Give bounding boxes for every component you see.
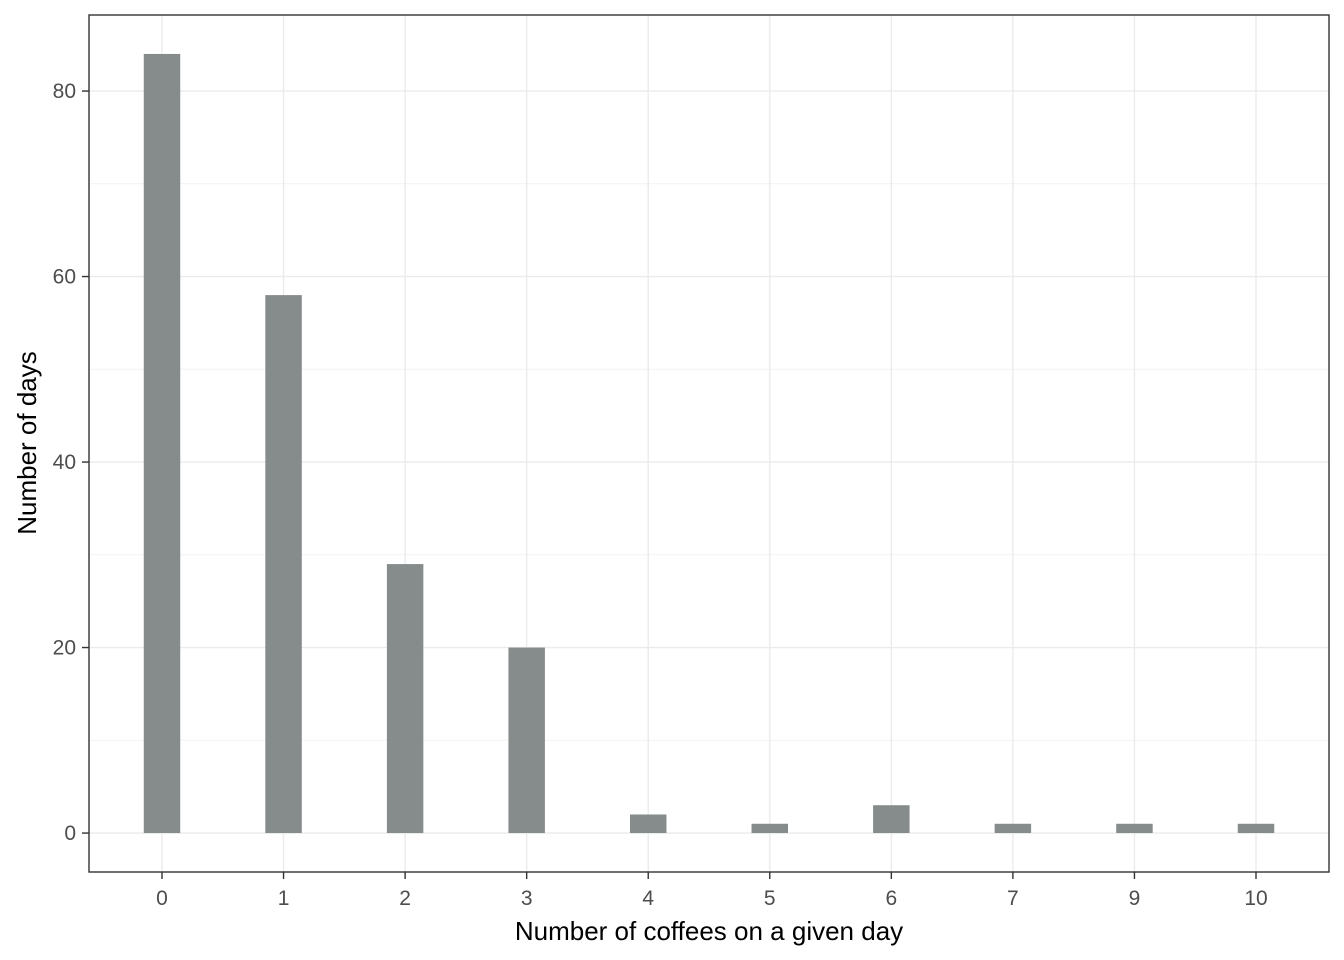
bar (143, 53, 181, 834)
x-tick-label: 7 (1007, 887, 1019, 910)
bar (1237, 823, 1275, 834)
bar (508, 647, 545, 834)
x-tick-label: 9 (1129, 887, 1141, 910)
x-tick-label: 6 (885, 887, 897, 910)
y-tick-label: 40 (53, 451, 76, 474)
x-tick-label: 4 (642, 887, 654, 910)
plot-border (88, 14, 1330, 873)
y-tick-label: 60 (53, 266, 76, 289)
x-tick-label: 3 (521, 887, 533, 910)
x-axis: 0 1 2 3 4 5 6 7 9 10 (156, 872, 1268, 910)
y-tick-label: 20 (53, 637, 76, 660)
bar (386, 564, 424, 834)
bar (629, 814, 667, 834)
x-tick-label: 10 (1244, 887, 1267, 910)
bars (143, 53, 1275, 834)
y-tick-label: 0 (64, 822, 76, 845)
y-tick-label: 80 (53, 80, 76, 103)
bar (994, 823, 1032, 834)
bar (751, 823, 789, 834)
y-axis-title: Number of days (12, 351, 42, 535)
bar (873, 805, 910, 834)
bar (1116, 823, 1153, 834)
y-axis: 0 20 40 60 80 (53, 80, 89, 845)
x-tick-label: 1 (278, 887, 290, 910)
x-axis-title: Number of coffees on a given day (515, 916, 903, 946)
x-tick-label: 2 (399, 887, 411, 910)
x-tick-label: 5 (764, 887, 776, 910)
x-tick-label: 0 (156, 887, 168, 910)
bar (265, 295, 302, 834)
